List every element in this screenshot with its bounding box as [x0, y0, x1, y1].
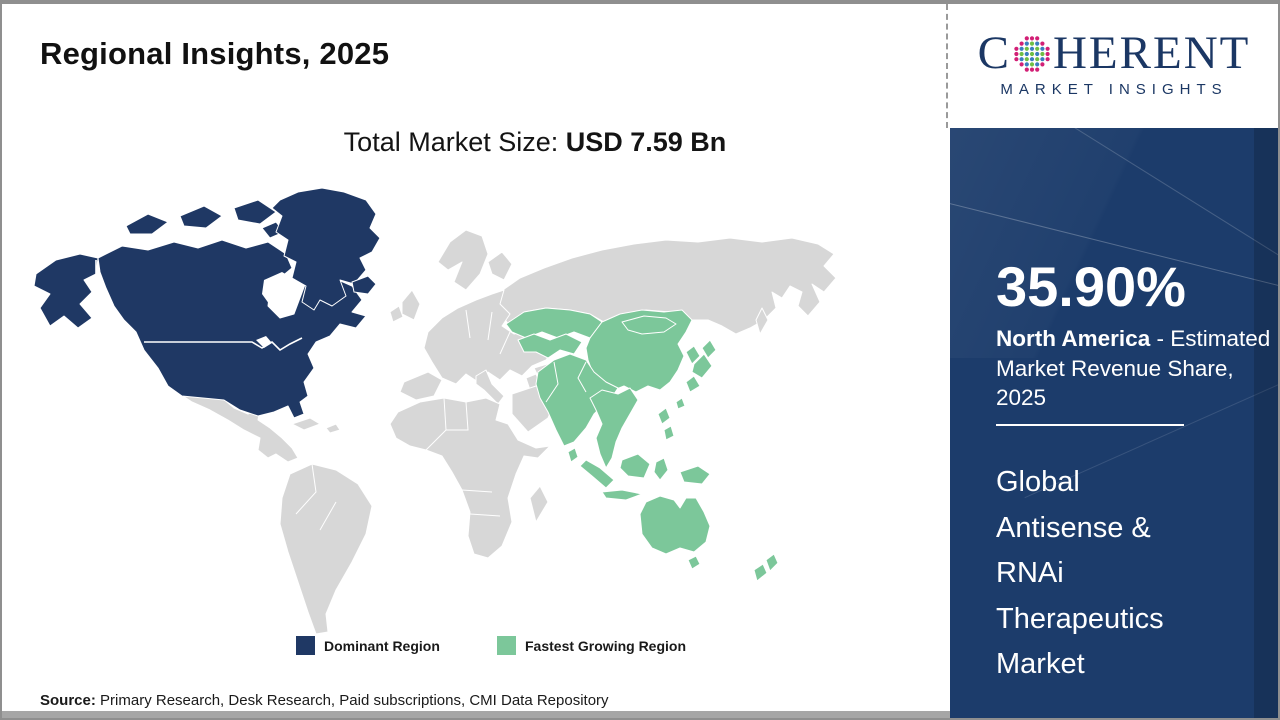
map-hudson-bay — [262, 272, 298, 310]
map-italy — [475, 369, 505, 405]
market-share-value: 35.90% — [996, 255, 1186, 318]
total-market-size-value: USD 7.59 Bn — [565, 127, 727, 157]
map-iceland — [351, 275, 377, 295]
map-uk — [401, 289, 421, 321]
map-cuba — [291, 417, 321, 431]
map-southeast-asia — [589, 387, 639, 469]
fastest-growing-region-label: Fastest Growing Region — [525, 637, 687, 654]
map-central-asia — [517, 333, 583, 359]
source-text: Primary Research, Desk Research, Paid su… — [95, 692, 609, 709]
map-finland — [487, 251, 513, 281]
map-greenland — [271, 187, 381, 311]
bottom-bar — [2, 711, 950, 718]
company-logo: C HERENT MARKET INSIGHTS — [950, 0, 1278, 128]
map-ireland — [389, 305, 404, 323]
map-iberia — [399, 371, 443, 401]
map-borneo — [619, 453, 651, 479]
map-us-canada-border — [144, 337, 303, 352]
map-alaska — [33, 253, 99, 329]
map-africa-borders — [425, 397, 501, 517]
fastest-growing-region-swatch — [497, 636, 516, 655]
panel-right-shade — [1254, 128, 1280, 720]
market-share-region: North America — [996, 326, 1151, 351]
source-label: Source: — [40, 692, 96, 709]
highlight-panel: 35.90% North America - Estimated Market … — [950, 128, 1280, 720]
map-philippines — [657, 407, 675, 441]
dashed-separator — [946, 4, 948, 128]
map-java — [601, 489, 643, 501]
map-taiwan — [675, 397, 686, 410]
dominant-region-swatch — [296, 636, 315, 655]
source-line: Source: Primary Research, Desk Research,… — [40, 692, 609, 709]
dominant-region-label: Dominant Region — [324, 637, 440, 654]
market-share-description: North America - Estimated Market Revenue… — [996, 324, 1274, 413]
map-new-guinea — [679, 465, 711, 485]
world-map-svg — [33, 187, 837, 635]
map-sulawesi — [653, 457, 669, 481]
map-hispaniola — [325, 423, 341, 434]
map-russia — [497, 237, 837, 335]
map-south-asia-borders — [545, 361, 587, 403]
map-scandinavia — [437, 229, 489, 291]
logo-wordmark: C HERENT — [978, 30, 1251, 77]
map-sri-lanka — [567, 447, 579, 463]
map-arctic-islands — [125, 199, 313, 239]
map-madagascar — [529, 485, 549, 523]
total-market-size: Total Market Size: USD 7.59 Bn — [120, 127, 950, 158]
map-japan — [685, 339, 717, 393]
panel-divider — [996, 424, 1184, 426]
map-south-america — [279, 463, 373, 635]
logo-globe-icon — [1014, 35, 1050, 72]
logo-subtitle: MARKET INSIGHTS — [1000, 81, 1228, 98]
map-europe-borders — [465, 309, 511, 355]
map-new-zealand — [753, 553, 779, 582]
logo-letters-herent: HERENT — [1052, 27, 1251, 79]
map-tasmania — [687, 555, 701, 570]
world-map — [30, 162, 930, 638]
map-africa — [389, 397, 551, 559]
map-mongolia — [621, 315, 677, 335]
market-title: Global Antisense & RNAi Therapeutics Mar… — [996, 466, 1164, 680]
legend-item-fastest-growing: Fastest Growing Region — [497, 636, 686, 655]
logo-letter-c: C — [977, 27, 1011, 79]
panel-texture — [950, 128, 1280, 358]
map-australia — [639, 495, 711, 555]
total-market-size-label: Total Market Size: — [343, 127, 566, 157]
map-south-america-borders — [295, 463, 337, 531]
map-korea — [685, 345, 701, 365]
page-title: Regional Insights, 2025 — [40, 36, 390, 71]
market-share-desc-text: - Estimated Market Revenue Share, 2025 — [996, 326, 1271, 410]
legend-item-dominant: Dominant Region — [296, 636, 440, 655]
map-sakhalin — [755, 307, 769, 335]
map-sumatra — [579, 459, 615, 489]
